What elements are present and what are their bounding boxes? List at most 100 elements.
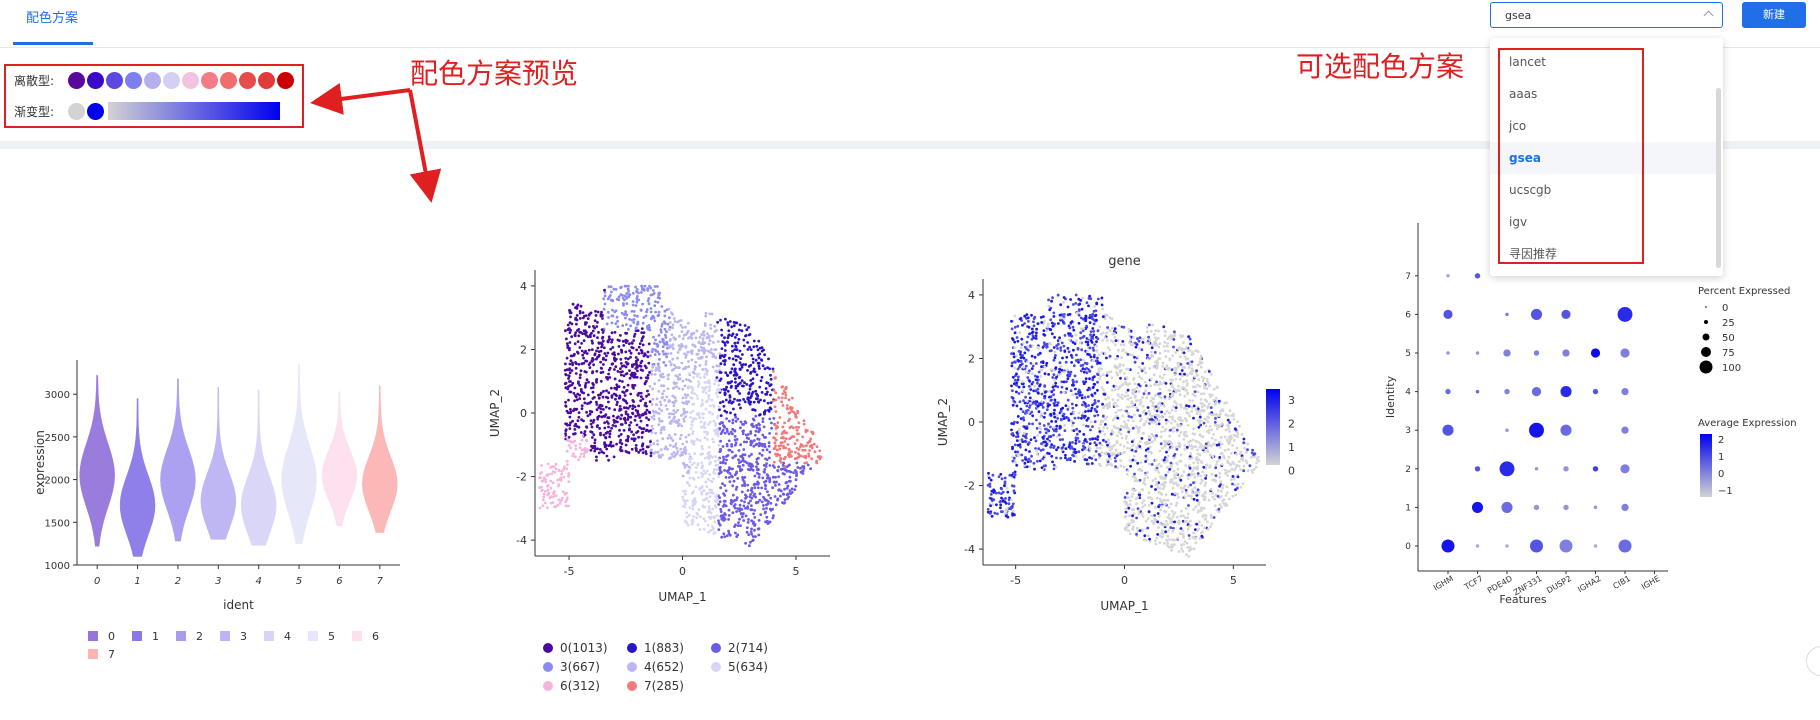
feature-plot: -4 -2 0 2 4 -5 0 5 UMAP_1 UMAP_2 gene 3 2 1 0 bbox=[936, 254, 1295, 613]
discrete-swatch-7 bbox=[201, 72, 218, 89]
options-highlight-box bbox=[1498, 48, 1644, 264]
discrete-swatch-0 bbox=[68, 72, 85, 89]
dropdown-option-jco[interactable]: jco bbox=[1509, 119, 1527, 133]
gradient-bar bbox=[108, 102, 280, 120]
scheme-dropdown: lancet aaas jco gsea ucscgb igv 寻因推荐 bbox=[1490, 38, 1723, 276]
violin-ytick-label: 1500 bbox=[45, 518, 70, 529]
feature-title: gene bbox=[1108, 254, 1141, 269]
discrete-swatch-10 bbox=[258, 72, 275, 89]
pct-legend-dot bbox=[1701, 347, 1711, 357]
feature-colorbar-label: 0 bbox=[1288, 465, 1295, 478]
violin-legend-swatch bbox=[176, 631, 186, 641]
umap-legend-label: 6(312) bbox=[560, 679, 600, 693]
violin-ylabel: expression bbox=[33, 430, 47, 495]
violin-2 bbox=[160, 378, 196, 542]
umap-legend-label: 3(667) bbox=[560, 660, 600, 674]
pct-legend-label: 25 bbox=[1722, 318, 1735, 329]
pct-legend-dot bbox=[1702, 333, 1710, 341]
violin-xtick-label: 3 bbox=[215, 576, 221, 587]
umap-legend-label: 0(1013) bbox=[560, 641, 608, 655]
pct-legend-dot bbox=[1704, 320, 1708, 324]
umap-ytick-label: 0 bbox=[520, 407, 527, 420]
discrete-swatch-8 bbox=[220, 72, 237, 89]
umap-legend-swatch bbox=[627, 681, 637, 691]
violin-6 bbox=[321, 391, 358, 526]
umap-legend-label: 5(634) bbox=[728, 660, 768, 674]
umap-legend-label: 7(285) bbox=[644, 679, 684, 693]
violin-legend-swatch bbox=[220, 631, 230, 641]
tab-color-scheme[interactable]: 配色方案 bbox=[26, 11, 79, 26]
violin-1 bbox=[119, 398, 156, 557]
feature-xtick-label: -5 bbox=[1010, 574, 1021, 587]
dot-xlabel: Features bbox=[1499, 593, 1547, 606]
umap-ytick-label: -4 bbox=[516, 534, 527, 547]
dot-ylabel: Identity bbox=[1384, 375, 1397, 418]
avg-legend-label: 2 bbox=[1718, 435, 1724, 446]
violin-legend-label: 7 bbox=[108, 648, 115, 661]
feature-xtick-label: 0 bbox=[1121, 574, 1128, 587]
pct-legend-label: 50 bbox=[1722, 333, 1735, 344]
feature-colorbar-label: 1 bbox=[1288, 441, 1295, 454]
umap-legend-swatch bbox=[627, 643, 637, 653]
feature-ytick-label: -2 bbox=[964, 480, 975, 493]
discrete-swatch-3 bbox=[125, 72, 142, 89]
dropdown-option-igv[interactable]: igv bbox=[1509, 215, 1528, 229]
avg-legend-label: 1 bbox=[1718, 452, 1724, 463]
umap-points bbox=[538, 284, 823, 548]
discrete-swatches bbox=[68, 72, 296, 89]
pct-legend-dot bbox=[1705, 306, 1707, 308]
dropdown-option-aaas[interactable]: aaas bbox=[1509, 87, 1538, 101]
violin-legend-label: 5 bbox=[328, 630, 335, 643]
violin-7 bbox=[362, 385, 398, 533]
feature-ylabel: UMAP_2 bbox=[936, 398, 950, 446]
violin-xtick-label: 7 bbox=[377, 576, 384, 587]
violin-legend-label: 1 bbox=[152, 630, 159, 643]
dot-ytick-label: 1 bbox=[1405, 503, 1411, 513]
violin-legend-swatch bbox=[132, 631, 142, 641]
avg-legend-title: Average Expression bbox=[1698, 418, 1797, 429]
umap-legend-swatch bbox=[543, 681, 553, 691]
violin-legend-label: 6 bbox=[372, 630, 379, 643]
feature-xtick-label: 5 bbox=[1230, 574, 1237, 587]
dropdown-option-gsea[interactable]: gsea bbox=[1490, 142, 1716, 174]
violin-legend-label: 2 bbox=[196, 630, 203, 643]
dot-ytick-label: 0 bbox=[1405, 542, 1411, 552]
violin-legend-swatch bbox=[352, 631, 362, 641]
umap-xlabel: UMAP_1 bbox=[658, 590, 706, 604]
violin-xtick-label: 5 bbox=[296, 576, 302, 587]
new-button[interactable]: 新建 bbox=[1742, 2, 1806, 28]
avg-legend-label: 0 bbox=[1718, 469, 1724, 480]
umap-legend-swatch bbox=[543, 662, 553, 672]
dropdown-option-ucscgb[interactable]: ucscgb bbox=[1509, 183, 1552, 197]
violin-legend-swatch bbox=[88, 649, 98, 659]
dot-ytick-label: 3 bbox=[1405, 426, 1411, 436]
dropdown-scrollbar[interactable] bbox=[1716, 88, 1721, 268]
violin-ytick-label: 3000 bbox=[45, 390, 70, 401]
discrete-swatch-2 bbox=[106, 72, 123, 89]
dropdown-option-寻因推荐[interactable]: 寻因推荐 bbox=[1509, 247, 1558, 261]
violin-ytick-label: 1000 bbox=[45, 561, 70, 572]
avg-legend-label: −1 bbox=[1718, 486, 1733, 497]
discrete-swatch-6 bbox=[182, 72, 199, 89]
umap-legend-swatch bbox=[543, 643, 553, 653]
umap-ylabel: UMAP_2 bbox=[488, 389, 502, 437]
umap-xtick-label: -5 bbox=[564, 565, 575, 578]
dropdown-option-lancet[interactable]: lancet bbox=[1509, 55, 1546, 69]
umap-ytick-label: 4 bbox=[520, 280, 527, 293]
color-scheme-select[interactable]: gsea bbox=[1490, 2, 1723, 28]
violin-xtick-label: 1 bbox=[134, 576, 140, 587]
violin-legend-label: 0 bbox=[108, 630, 115, 643]
gradient-high-swatch bbox=[87, 102, 104, 120]
gradient-label: 渐变型: bbox=[14, 104, 55, 119]
violin-ytick-label: 2500 bbox=[45, 433, 70, 444]
discrete-swatch-5 bbox=[163, 72, 180, 89]
umap-legend-swatch bbox=[711, 662, 721, 672]
feature-ytick-label: 4 bbox=[968, 289, 975, 302]
section-divider bbox=[0, 141, 1820, 149]
gradient-low-swatch bbox=[68, 102, 85, 120]
violin-ytick-label: 2000 bbox=[45, 476, 70, 487]
discrete-swatch-11 bbox=[277, 72, 294, 89]
umap-xtick-label: 0 bbox=[679, 565, 686, 578]
discrete-swatch-4 bbox=[144, 72, 161, 89]
umap-legend-swatch bbox=[627, 662, 637, 672]
